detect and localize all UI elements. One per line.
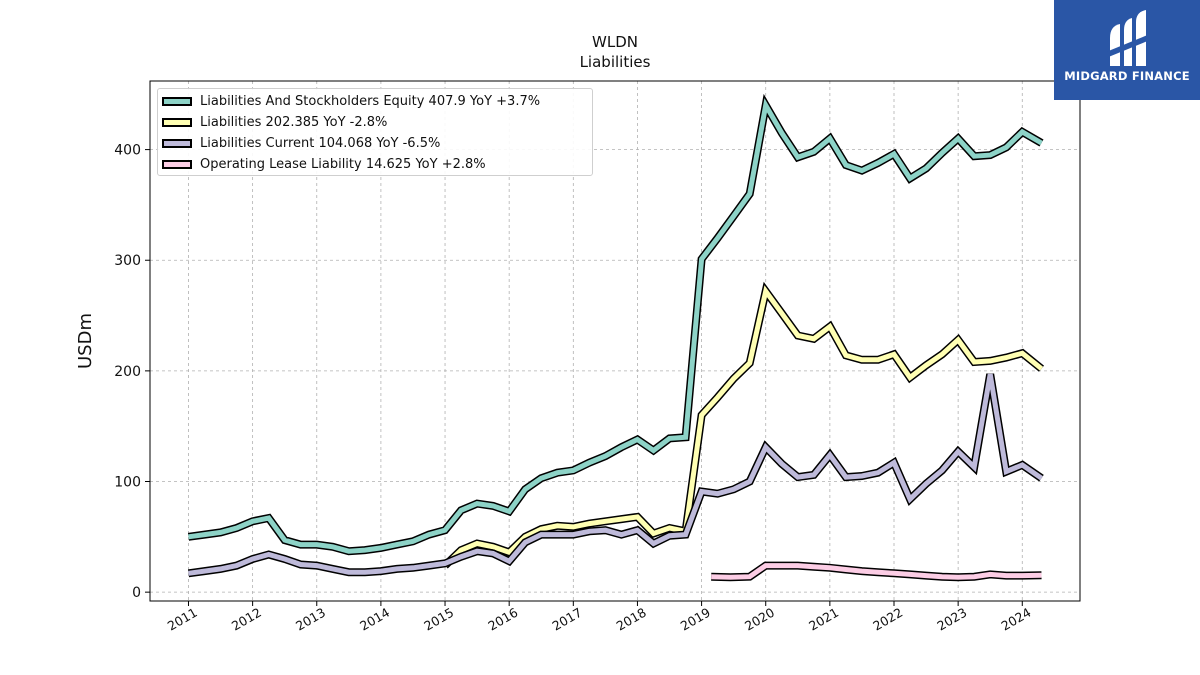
logo: MIDGARD FINANCE [1054,0,1200,100]
x-tick-label: 2011 [165,605,200,634]
x-tick-label: 2022 [870,605,905,634]
series-line-liabilities-current [188,373,1043,576]
y-tick-label: 400 [114,143,141,159]
legend-label-equity: Liabilities And Stockholders Equity 407.… [200,93,541,109]
legend-swatch-liabilities [162,117,192,127]
plot-frame [149,80,1081,602]
x-tick-label: 2023 [934,605,969,634]
series-lines [187,93,1045,582]
x-tick-label: 2013 [293,605,328,634]
y-axis-label: USDm [75,313,96,369]
legend-swatch-current [162,138,192,148]
legend-label-lease: Operating Lease Liability 14.625 YoY +2.… [200,156,486,172]
legend-label-liabilities: Liabilities 202.385 YoY -2.8% [200,114,388,130]
x-tick-label: 2012 [229,605,264,634]
legend-item-equity: Liabilities And Stockholders Equity 407.… [162,92,540,110]
legend-item-liabilities: Liabilities 202.385 YoY -2.8% [162,113,387,131]
x-tick-label: 2018 [614,605,649,634]
y-tick-label: 300 [114,253,141,269]
x-tick-label: 2020 [742,605,777,634]
x-tick-label: 2017 [550,605,585,634]
y-tick-label: 0 [132,585,141,601]
series-line-liabilities-and-stockholders-equity [188,98,1043,554]
logo-mark-icon [1106,10,1150,66]
x-tick-label: 2019 [678,605,713,634]
logo-text: MIDGARD FINANCE [1064,69,1190,83]
chart-title: WLDN [592,33,638,51]
series-outline-liabilities [442,281,1045,569]
x-tick-label: 2016 [485,605,520,634]
legend-label-current: Liabilities Current 104.068 YoY -6.5% [200,135,441,151]
legend-swatch-lease [162,159,192,169]
legend-item-lease: Operating Lease Liability 14.625 YoY +2.… [162,155,486,173]
y-tick-label: 100 [114,475,141,491]
chart-subtitle: Liabilities [579,53,651,71]
legend: Liabilities And Stockholders Equity 407.… [157,88,593,176]
y-tick-label: 200 [114,364,141,380]
legend-item-current: Liabilities Current 104.068 YoY -6.5% [162,134,440,152]
x-tick-label: 2024 [999,605,1034,634]
x-tick-label: 2014 [357,605,392,634]
series-line-liabilities [443,285,1044,568]
x-tick-label: 2015 [421,605,456,634]
legend-swatch-equity [162,96,192,106]
x-tick-label: 2021 [806,605,841,634]
series-line-operating-lease-liability [711,563,1042,580]
